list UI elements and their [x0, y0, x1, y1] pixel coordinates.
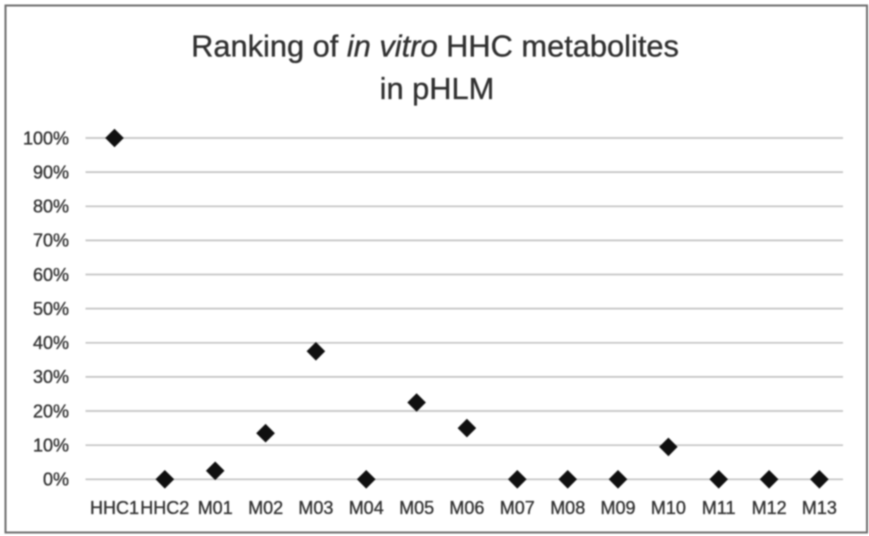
svg-text:M13: M13 [802, 498, 837, 518]
svg-text:M10: M10 [651, 498, 686, 518]
svg-text:in pHLM: in pHLM [380, 71, 495, 106]
svg-text:M05: M05 [399, 498, 434, 518]
svg-text:Ranking of in vitro HHC metabo: Ranking of in vitro HHC metabolites [191, 29, 679, 64]
svg-text:10%: 10% [33, 436, 69, 456]
svg-text:HHC1: HHC1 [90, 498, 139, 518]
svg-text:90%: 90% [33, 162, 69, 182]
svg-text:M04: M04 [349, 498, 384, 518]
svg-text:30%: 30% [33, 367, 69, 387]
svg-text:M08: M08 [550, 498, 585, 518]
svg-text:HHC2: HHC2 [140, 498, 189, 518]
svg-text:60%: 60% [33, 265, 69, 285]
svg-text:80%: 80% [33, 197, 69, 217]
svg-text:M06: M06 [449, 498, 484, 518]
svg-text:M03: M03 [298, 498, 333, 518]
svg-text:M07: M07 [500, 498, 535, 518]
svg-text:0%: 0% [43, 470, 69, 490]
svg-text:70%: 70% [33, 231, 69, 251]
svg-text:M01: M01 [198, 498, 233, 518]
svg-text:40%: 40% [33, 333, 69, 353]
svg-text:50%: 50% [33, 299, 69, 319]
svg-text:100%: 100% [23, 128, 69, 148]
svg-text:M11: M11 [702, 498, 736, 518]
svg-text:M02: M02 [248, 498, 283, 518]
svg-text:20%: 20% [33, 401, 69, 421]
svg-text:M12: M12 [752, 498, 787, 518]
svg-text:M09: M09 [600, 498, 635, 518]
